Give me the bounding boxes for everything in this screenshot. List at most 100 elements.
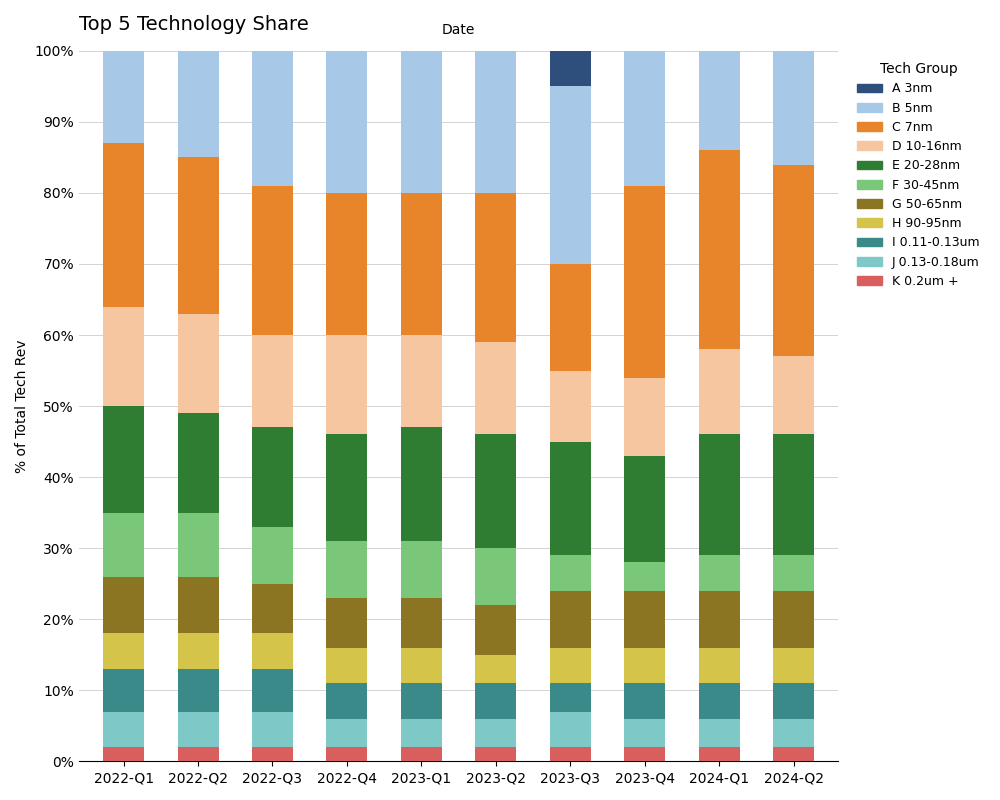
Bar bbox=[475, 193, 516, 342]
Bar bbox=[773, 747, 814, 762]
Text: Top 5 Technology Share: Top 5 Technology Share bbox=[79, 15, 309, 34]
Bar bbox=[326, 598, 367, 648]
Bar bbox=[326, 648, 367, 683]
Bar bbox=[252, 427, 293, 527]
Bar bbox=[178, 634, 218, 669]
Bar bbox=[550, 590, 591, 648]
Bar bbox=[699, 648, 740, 683]
Bar bbox=[550, 442, 591, 555]
Bar bbox=[773, 718, 814, 747]
Bar bbox=[773, 555, 814, 590]
Bar bbox=[624, 456, 665, 562]
Bar bbox=[624, 51, 665, 186]
Bar bbox=[103, 747, 144, 762]
Bar bbox=[624, 0, 665, 51]
Bar bbox=[550, 648, 591, 683]
Bar bbox=[326, 541, 367, 598]
Bar bbox=[178, 513, 218, 577]
Bar bbox=[252, 186, 293, 335]
Bar bbox=[401, 683, 442, 718]
Bar bbox=[401, 648, 442, 683]
Bar bbox=[624, 683, 665, 718]
Bar bbox=[326, 434, 367, 541]
Bar bbox=[178, 413, 218, 513]
Bar bbox=[103, 143, 144, 306]
Bar bbox=[252, 51, 293, 186]
Bar bbox=[326, 193, 367, 335]
Bar bbox=[699, 51, 740, 150]
Bar bbox=[401, 193, 442, 335]
Bar bbox=[326, 747, 367, 762]
Bar bbox=[178, 51, 218, 158]
Bar bbox=[699, 350, 740, 434]
Bar bbox=[550, 370, 591, 442]
Bar bbox=[103, 513, 144, 577]
Bar bbox=[475, 654, 516, 683]
Bar bbox=[252, 527, 293, 584]
Bar bbox=[178, 314, 218, 413]
Bar bbox=[103, 634, 144, 669]
Bar bbox=[103, 406, 144, 513]
Bar bbox=[475, 342, 516, 434]
Bar bbox=[773, 165, 814, 356]
Bar bbox=[624, 718, 665, 747]
Legend: A 3nm, B 5nm, C 7nm, D 10-16nm, E 20-28nm, F 30-45nm, G 50-65nm, H 90-95nm, I 0.: A 3nm, B 5nm, C 7nm, D 10-16nm, E 20-28n… bbox=[852, 57, 985, 293]
Bar bbox=[326, 51, 367, 193]
Bar bbox=[401, 747, 442, 762]
Bar bbox=[550, 86, 591, 264]
Bar bbox=[252, 584, 293, 634]
Bar bbox=[252, 747, 293, 762]
Bar bbox=[550, 555, 591, 590]
Bar bbox=[699, 590, 740, 648]
Bar bbox=[326, 683, 367, 718]
Bar bbox=[401, 598, 442, 648]
Bar bbox=[773, 356, 814, 434]
Bar bbox=[178, 711, 218, 747]
Bar bbox=[401, 427, 442, 541]
Bar bbox=[475, 683, 516, 718]
Bar bbox=[401, 718, 442, 747]
Bar bbox=[773, 683, 814, 718]
Bar bbox=[550, 683, 591, 711]
Bar bbox=[699, 747, 740, 762]
Bar bbox=[178, 158, 218, 314]
Bar bbox=[624, 747, 665, 762]
Bar bbox=[699, 434, 740, 555]
Bar bbox=[475, 605, 516, 654]
Bar bbox=[326, 718, 367, 747]
Bar bbox=[550, 747, 591, 762]
Bar bbox=[475, 548, 516, 605]
Bar bbox=[401, 51, 442, 193]
Text: Date: Date bbox=[442, 22, 475, 37]
Bar bbox=[252, 335, 293, 427]
Bar bbox=[252, 634, 293, 669]
Bar bbox=[624, 562, 665, 590]
Bar bbox=[773, 51, 814, 165]
Bar bbox=[624, 186, 665, 378]
Bar bbox=[103, 669, 144, 711]
Bar bbox=[178, 747, 218, 762]
Bar bbox=[699, 555, 740, 590]
Bar bbox=[103, 577, 144, 634]
Bar bbox=[475, 51, 516, 193]
Bar bbox=[178, 669, 218, 711]
Bar bbox=[401, 335, 442, 427]
Bar bbox=[624, 378, 665, 456]
Bar bbox=[103, 306, 144, 406]
Bar bbox=[550, 51, 591, 86]
Bar bbox=[773, 590, 814, 648]
Bar bbox=[550, 711, 591, 747]
Bar bbox=[252, 669, 293, 711]
Bar bbox=[475, 747, 516, 762]
Bar bbox=[699, 150, 740, 350]
Bar bbox=[475, 434, 516, 548]
Bar bbox=[773, 434, 814, 555]
Bar bbox=[252, 711, 293, 747]
Bar bbox=[624, 590, 665, 648]
Bar bbox=[699, 718, 740, 747]
Bar bbox=[550, 264, 591, 370]
Bar bbox=[624, 648, 665, 683]
Bar bbox=[178, 577, 218, 634]
Bar bbox=[401, 541, 442, 598]
Bar bbox=[103, 711, 144, 747]
